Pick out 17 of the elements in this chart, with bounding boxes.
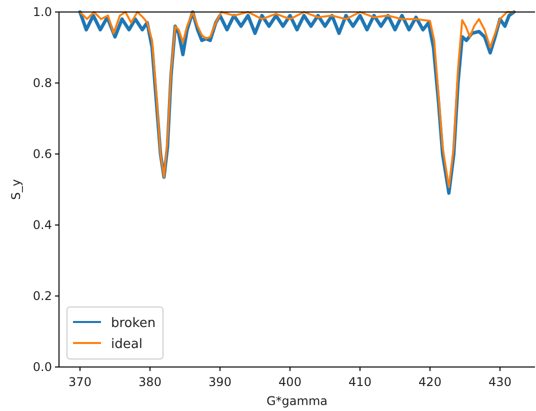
legend-label: ideal [111,337,142,352]
y-tick-label: 0.8 [32,76,52,90]
x-tick-label: 410 [348,375,372,389]
x-tick-label: 420 [418,375,442,389]
legend-label: broken [111,316,156,331]
x-tick-label: 390 [208,375,232,389]
x-tick-label: 400 [278,375,302,389]
x-tick-label: 380 [138,375,162,389]
y-tick-label: 0.0 [32,360,52,374]
y-tick-label: 0.4 [32,218,52,232]
y-tick-label: 0.6 [32,147,52,161]
x-axis-title: G*gamma [266,394,328,408]
x-tick-label: 430 [488,375,512,389]
x-tick-label: 370 [68,375,92,389]
y-axis-title: S_y [9,179,23,200]
y-tick-label: 1.0 [32,5,52,19]
y-tick-label: 0.2 [32,289,52,303]
